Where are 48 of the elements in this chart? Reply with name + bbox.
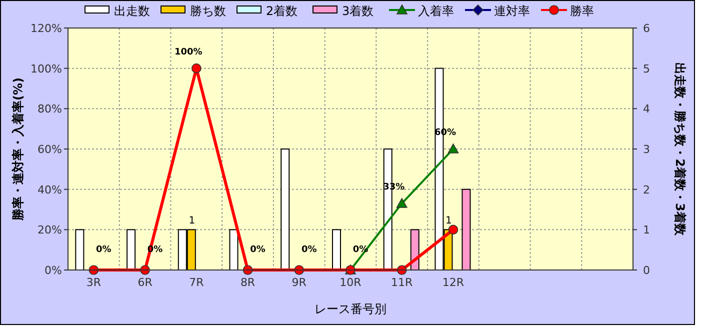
x-tick-label: 6R [138, 276, 153, 289]
y2-tick-label: 2 [643, 183, 650, 196]
y2-tick-label: 6 [643, 22, 650, 35]
y2-tick-label: 5 [643, 62, 650, 76]
y-tick-label: 120% [30, 22, 62, 35]
x-tick-label: 12R [442, 276, 464, 289]
y-tick-label: 0% [44, 264, 62, 277]
x-tick-label: 8R [240, 276, 256, 289]
legend-label: 2着数 [266, 4, 298, 18]
x-tick-label: 9R [292, 276, 307, 289]
point [396, 198, 408, 208]
point [448, 144, 459, 154]
x-tick-label: 10R [340, 276, 362, 289]
legend-label: 連対率 [494, 4, 530, 18]
bar [229, 229, 238, 270]
data-label: 1 [188, 216, 196, 227]
legend-label: 入着率 [418, 4, 454, 18]
data-label: 0% [250, 245, 266, 255]
bar [280, 148, 290, 270]
data-label: 0% [301, 245, 317, 255]
y-axis-title: 勝率・連対率・入着率(%) [11, 78, 25, 222]
y2-axis-title: 出走数・勝ち数・2着数・3着数 [673, 62, 687, 236]
x-tick-label: 3R [86, 276, 102, 289]
bar [332, 229, 341, 270]
x-tick-label: 7R [189, 276, 204, 289]
y2-tick-label: 1 [643, 224, 650, 237]
x-axis-title: レース番号別 [314, 302, 386, 316]
legend-label: 勝率 [570, 4, 594, 18]
y-tick-label: 20% [38, 224, 62, 237]
data-label: 0% [96, 245, 112, 255]
y2-tick-label: 3 [643, 143, 650, 156]
x-tick-label: 11R [391, 276, 414, 289]
data-label: 1 [446, 216, 452, 227]
legend-label: 3着数 [342, 4, 374, 18]
data-label: 100% [174, 47, 202, 58]
bar [75, 229, 84, 270]
y-tick-label: 80% [38, 102, 62, 116]
y2-tick-label: 4 [643, 102, 650, 116]
bar [126, 229, 136, 270]
legend-label: 勝ち数 [190, 4, 226, 18]
point [448, 224, 458, 235]
y-tick-label: 100% [30, 62, 62, 76]
y2-tick-label: 0 [643, 264, 650, 277]
y-tick-label: 60% [38, 143, 62, 156]
y-tick-label: 40% [38, 183, 62, 196]
point [192, 63, 202, 74]
bar [462, 188, 471, 270]
legend-label: 出走数 [114, 4, 150, 18]
